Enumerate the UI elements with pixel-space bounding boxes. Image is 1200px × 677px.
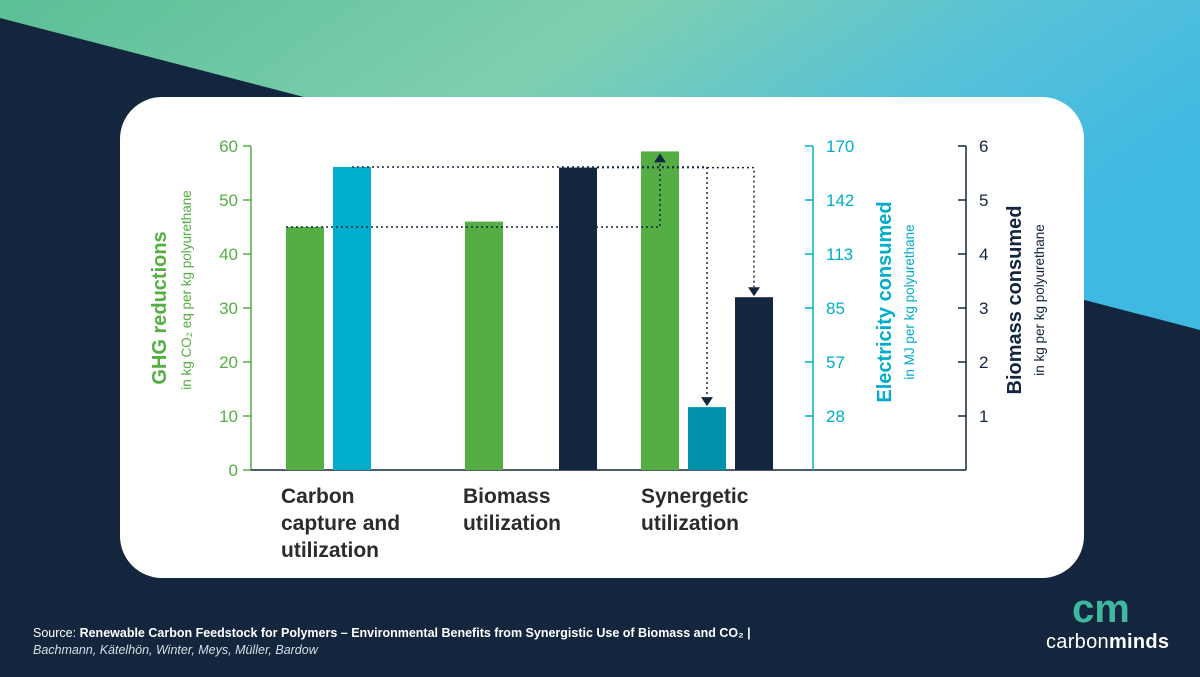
source-prefix: Source: [33, 626, 77, 640]
electricity-tick-label: 85 [826, 299, 845, 318]
chart-card [120, 97, 1084, 578]
brand-name: carbonminds [1046, 631, 1169, 654]
category-label: Carbon [281, 485, 355, 508]
electricity-tick-label: 57 [826, 353, 845, 372]
electricity-bar [688, 407, 726, 470]
biomass-comparison-arrow [597, 166, 755, 288]
ghg-tick-label: 10 [219, 407, 238, 426]
ghg-tick-label: 50 [219, 191, 238, 210]
ghg-bar [286, 227, 324, 470]
ghg-tick-label: 60 [219, 137, 238, 156]
biomass-tick-label: 3 [979, 299, 988, 318]
biomass-bar [735, 297, 773, 470]
ghg-axis-title: GHG reductions [149, 231, 171, 384]
biomass-arrowhead-icon [748, 287, 760, 297]
biomass-tick-label: 5 [979, 191, 988, 210]
category-label: utilization [641, 512, 739, 535]
biomass-tick-label: 6 [979, 137, 988, 156]
brand-name-light: carbon [1046, 631, 1109, 653]
biomass-tick-label: 2 [979, 353, 988, 372]
electricity-tick-label: 170 [826, 137, 854, 156]
ghg-comparison-arrow [286, 163, 661, 228]
ghg-tick-label: 30 [219, 299, 238, 318]
biomass-axis-title: Biomass consumed [1004, 206, 1026, 395]
source-authors: Bachmann, Kätelhön, Winter, Meys, Müller… [33, 643, 318, 657]
biomass-tick-label: 4 [979, 245, 988, 264]
source-citation: Source: Renewable Carbon Feedstock for P… [33, 625, 751, 659]
electricity-bar [333, 166, 371, 470]
logo-letters: cm [1072, 590, 1130, 626]
ghg-bar [465, 221, 503, 470]
electricity-axis-title: Electricity consumed [874, 201, 896, 402]
ghg-tick-label: 0 [229, 461, 238, 480]
category-label: capture and [281, 512, 400, 535]
category-label: Synergetic [641, 485, 749, 508]
category-label: utilization [281, 539, 379, 562]
source-title: Renewable Carbon Feedstock for Polymers … [79, 626, 751, 640]
category-label: Biomass [463, 485, 551, 508]
electricity-arrowhead-icon [701, 397, 713, 407]
carbonminds-logo-icon: cm [1072, 590, 1130, 626]
electricity-tick-label: 113 [826, 245, 853, 264]
electricity-tick-label: 28 [826, 407, 845, 426]
brand-name-bold: minds [1108, 631, 1170, 653]
electricity-tick-label: 142 [826, 191, 854, 210]
biomass-tick-label: 1 [979, 407, 988, 426]
biomass-bar [559, 167, 597, 470]
ghg-tick-label: 40 [219, 245, 238, 264]
ghg-tick-label: 20 [219, 353, 238, 372]
biomass-axis-subtitle: in kg per kg polyurethane [1032, 224, 1047, 376]
ghg-axis-subtitle: in kg CO₂ eq per kg polyurethane [179, 190, 194, 390]
electricity-axis-subtitle: in MJ per kg polyurethane [902, 224, 917, 379]
category-label: utilization [463, 512, 561, 535]
ghg-arrowhead-icon [654, 153, 666, 163]
